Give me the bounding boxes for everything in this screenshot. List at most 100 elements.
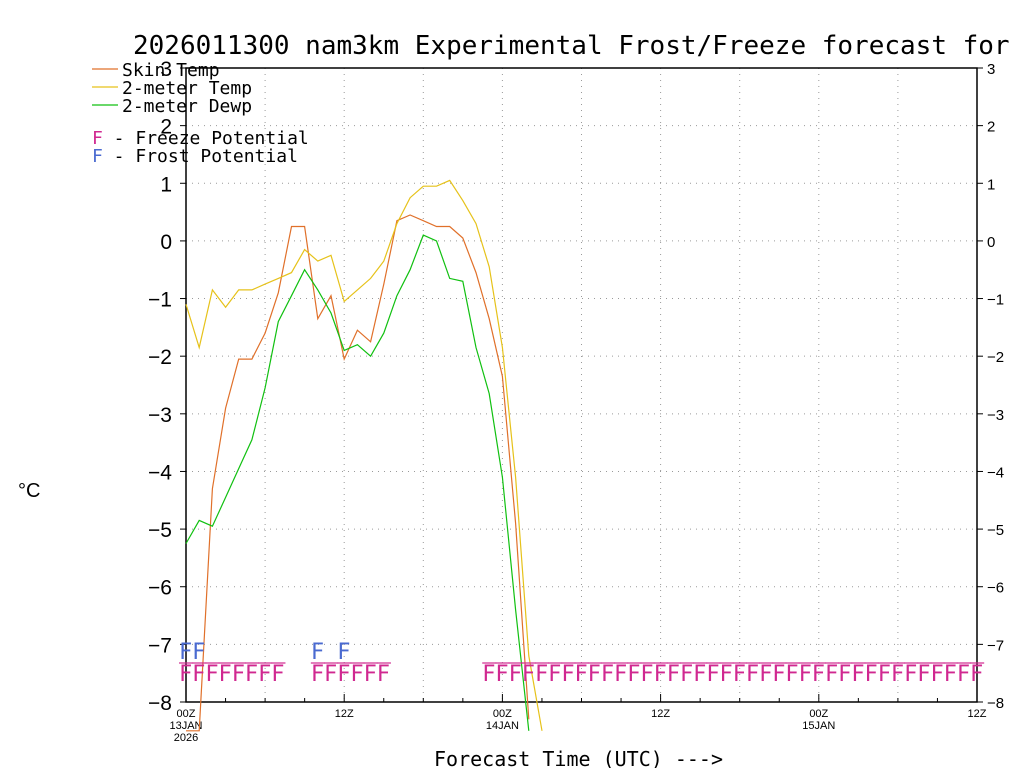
legend-label-2m-temp: 2-meter Temp <box>122 78 252 99</box>
y-tick-label-right: −1 <box>987 292 1004 309</box>
freeze-flag: F <box>311 662 324 687</box>
gridlines <box>186 68 977 702</box>
y-tick-label-right: −2 <box>987 349 1004 366</box>
y-tick-label-left: 2 <box>160 116 172 139</box>
legend-frost-glyph: F <box>92 146 103 167</box>
freeze-flag: F <box>706 662 719 687</box>
freeze-flag: F <box>654 662 667 687</box>
y-tick-label-left: 3 <box>160 58 172 81</box>
freeze-flag: F <box>772 662 785 687</box>
y-tick-label-right: −4 <box>987 464 1004 481</box>
y-tick-label-left: −8 <box>148 692 172 715</box>
y-tick-label-left: 1 <box>160 173 172 196</box>
y-axis-label: °C <box>18 480 40 502</box>
freeze-flag: F <box>324 662 337 687</box>
freeze-flag: F <box>364 662 377 687</box>
freeze-flag: F <box>205 662 218 687</box>
series-line-dewp_2m <box>185 234 530 731</box>
y-tick-label-left: 0 <box>160 231 172 254</box>
legend-label-skin-temp: Skin Temp <box>122 60 220 81</box>
x-tick-label: 13JAN <box>169 720 202 732</box>
frost-flag: F <box>337 640 350 665</box>
freeze-flag: F <box>522 662 535 687</box>
freeze-flag: F <box>917 662 930 687</box>
chart-title: 2026011300 nam3km Experimental Frost/Fre… <box>133 31 1024 61</box>
y-tick-label-left: −1 <box>148 289 172 312</box>
freeze-flag: F <box>192 662 205 687</box>
legend-frost-text: - Frost Potential <box>103 146 298 167</box>
freeze-flag: F <box>535 662 548 687</box>
freeze-flag: F <box>482 662 495 687</box>
frost-freeze-flags: F F F FF F F F F F F F F F F F F F F F F F F F F F F F F F F F F F F F F F F F… <box>179 640 985 687</box>
x-tick-label: 15JAN <box>802 720 835 732</box>
legend-label-2m-dewp: 2-meter Dewp <box>122 96 252 117</box>
freeze-flag: F <box>337 662 350 687</box>
freeze-flag: F <box>219 662 232 687</box>
freeze-flag: F <box>851 662 864 687</box>
x-tick-label: 12Z <box>335 708 354 720</box>
frost-flag: F <box>179 640 192 665</box>
y-tick-label-right: −8 <box>987 695 1004 712</box>
freeze-flag: F <box>258 662 271 687</box>
x-axis-label: Forecast Time (UTC) ---> <box>434 747 723 768</box>
freeze-flag: F <box>904 662 917 687</box>
freeze-flag: F <box>561 662 574 687</box>
freeze-flag: F <box>957 662 970 687</box>
legend-frost-potential: F - Frost Potential <box>92 146 298 167</box>
x-tick-label: 2026 <box>174 732 198 744</box>
freeze-flag: F <box>799 662 812 687</box>
freeze-flag: F <box>812 662 825 687</box>
y-tick-label-right: 3 <box>987 61 995 78</box>
series-line-skin_temp <box>186 214 530 732</box>
freeze-flag: F <box>733 662 746 687</box>
plot-frame <box>185 67 978 703</box>
freeze-flag: F <box>878 662 891 687</box>
x-tick-label: 14JAN <box>486 720 519 732</box>
freeze-flag: F <box>627 662 640 687</box>
freeze-flag: F <box>179 662 192 687</box>
legend: Skin Temp 2-meter Temp 2-meter Dewp F - … <box>92 60 309 167</box>
freeze-flag: F <box>588 662 601 687</box>
y-tick-label-right: −7 <box>987 637 1004 654</box>
series-lines <box>185 179 543 732</box>
freeze-flag: F <box>746 662 759 687</box>
freeze-flag: F <box>693 662 706 687</box>
x-tick-label: 00Z <box>177 708 196 720</box>
legend-freeze-potential: F - Freeze Potential <box>92 128 309 149</box>
freeze-flag: F <box>825 662 838 687</box>
freeze-flag: F <box>667 662 680 687</box>
y-tick-label-right: 1 <box>987 176 995 193</box>
frost-flag: F <box>311 640 324 665</box>
y-tick-label-left: −2 <box>148 346 172 369</box>
y-tick-label-right: −5 <box>987 522 1004 539</box>
freeze-flag: F <box>232 662 245 687</box>
freeze-flag: F <box>785 662 798 687</box>
y-tick-label-left: −3 <box>148 404 172 427</box>
freeze-flag: F <box>350 662 363 687</box>
freeze-flag: F <box>601 662 614 687</box>
y-tick-label-left: −7 <box>148 634 172 657</box>
freeze-flag: F <box>865 662 878 687</box>
freeze-flag: F <box>548 662 561 687</box>
y-tick-label-right: −6 <box>987 580 1004 597</box>
freeze-flag: F <box>575 662 588 687</box>
freeze-flag: F <box>838 662 851 687</box>
freeze-flag: F <box>495 662 508 687</box>
freeze-flag: F <box>944 662 957 687</box>
x-tick-label: 00Z <box>493 708 512 720</box>
y-tick-label-left: −4 <box>148 461 172 484</box>
freeze-flag: F <box>614 662 627 687</box>
freeze-flag: F <box>680 662 693 687</box>
series-line-temp_2m <box>185 179 543 731</box>
y-tick-label-left: −6 <box>148 577 172 600</box>
y-tick-label-right: 0 <box>987 234 995 251</box>
x-tick-label: 12Z <box>968 708 987 720</box>
freeze-flag: F <box>245 662 258 687</box>
freeze-flag: F <box>970 662 983 687</box>
freeze-flag: F <box>509 662 522 687</box>
freeze-flag: F <box>377 662 390 687</box>
y-tick-label-right: 2 <box>987 119 995 136</box>
x-tick-label: 12Z <box>651 708 670 720</box>
